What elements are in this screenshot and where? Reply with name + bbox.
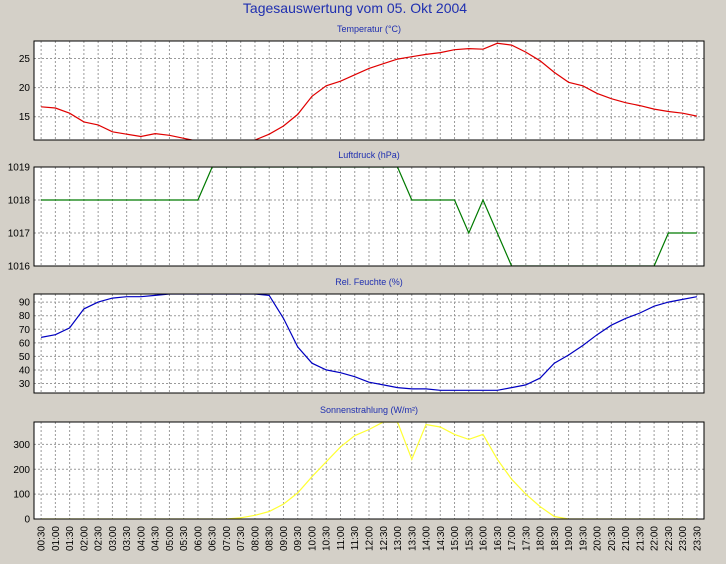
x-tick-label: 21:30 xyxy=(635,526,646,551)
x-tick-label: 03:00 xyxy=(108,526,119,551)
x-tick-label: 04:00 xyxy=(136,526,147,551)
x-tick-label: 08:30 xyxy=(265,526,276,551)
y-tick-label: 25 xyxy=(19,54,31,65)
x-tick-label: 07:30 xyxy=(236,526,247,551)
plot-frame xyxy=(33,421,705,520)
y-tick-label: 1016 xyxy=(8,262,31,273)
x-tick-label: 09:30 xyxy=(293,526,304,551)
series-line xyxy=(41,167,697,266)
chart-panels: Temperatur (°C) 15 20 25 Luftdruck (hPa) 1016… xyxy=(8,24,705,526)
x-tick-label: 13:30 xyxy=(407,526,418,551)
x-tick-label: 03:30 xyxy=(122,526,133,551)
y-tick-label: 200 xyxy=(13,465,30,476)
y-tick-label: 90 xyxy=(19,298,31,309)
chart-title: Rel. Feuchte (%) xyxy=(335,277,403,287)
x-axis: 00:30 01:00 01:30 02:00 02:30 03:00 03:30 04:00… xyxy=(37,526,704,551)
x-tick-label: 02:30 xyxy=(94,526,105,551)
x-tick-label: 04:30 xyxy=(151,526,162,551)
x-tick-label: 01:00 xyxy=(51,526,62,551)
y-tick-label: 1019 xyxy=(8,163,31,174)
x-tick-label: 12:00 xyxy=(365,526,376,551)
y-tick-label: 80 xyxy=(19,311,31,322)
chart-panel: Luftdruck (hPa) 1016 1017 1018 1019 xyxy=(8,150,705,273)
chart-panel: Temperatur (°C) 15 20 25 xyxy=(19,24,705,141)
y-tick-label: 15 xyxy=(19,112,31,123)
x-tick-label: 19:00 xyxy=(564,526,575,551)
x-tick-label: 17:00 xyxy=(507,526,518,551)
x-tick-label: 19:30 xyxy=(578,526,589,551)
x-tick-label: 11:00 xyxy=(336,526,347,551)
series-line xyxy=(40,294,698,391)
y-tick-label: 30 xyxy=(19,379,31,390)
x-tick-label: 17:30 xyxy=(521,526,532,551)
chart-panel: Sonnenstrahlung (W/m²) 0 100 200 300 xyxy=(13,405,705,526)
x-tick-label: 08:00 xyxy=(250,526,261,551)
x-tick-label: 20:00 xyxy=(593,526,604,551)
x-tick-label: 01:30 xyxy=(65,526,76,551)
x-tick-label: 00:30 xyxy=(37,526,48,551)
x-tick-label: 21:00 xyxy=(621,526,632,551)
x-tick-label: 20:30 xyxy=(607,526,618,551)
x-tick-label: 16:30 xyxy=(493,526,504,551)
chart-title: Temperatur (°C) xyxy=(337,24,401,34)
x-tick-label: 23:30 xyxy=(692,526,703,551)
page-title: Tagesauswertung vom 05. Okt 2004 xyxy=(243,0,467,16)
y-tick-label: 1017 xyxy=(8,229,31,240)
x-tick-label: 02:00 xyxy=(79,526,90,551)
plot-frame xyxy=(33,166,705,267)
y-tick-label: 300 xyxy=(13,440,30,451)
x-tick-label: 18:00 xyxy=(536,526,547,551)
x-tick-label: 23:00 xyxy=(678,526,689,551)
y-tick-label: 70 xyxy=(19,325,31,336)
y-tick-label: 1018 xyxy=(8,196,31,207)
y-tick-label: 0 xyxy=(24,515,30,526)
chart-title: Sonnenstrahlung (W/m²) xyxy=(320,405,418,415)
x-tick-label: 22:00 xyxy=(650,526,661,551)
x-tick-label: 13:00 xyxy=(393,526,404,551)
x-tick-label: 09:00 xyxy=(279,526,290,551)
series-line xyxy=(41,42,698,140)
x-tick-label: 10:00 xyxy=(307,526,318,551)
plot-frame xyxy=(33,40,705,141)
x-tick-label: 12:30 xyxy=(379,526,390,551)
chart-panel: Rel. Feuchte (%) 30 40 50 60 70 80 90 xyxy=(19,277,705,394)
x-tick-label: 05:30 xyxy=(179,526,190,551)
x-tick-label: 14:30 xyxy=(436,526,447,551)
x-tick-label: 05:00 xyxy=(165,526,176,551)
plot-frame xyxy=(33,293,705,394)
x-tick-label: 11:30 xyxy=(350,526,361,551)
x-tick-label: 10:30 xyxy=(322,526,333,551)
y-tick-label: 20 xyxy=(19,83,31,94)
x-tick-label: 15:30 xyxy=(464,526,475,551)
chart-title: Luftdruck (hPa) xyxy=(338,150,400,160)
x-tick-label: 22:30 xyxy=(664,526,675,551)
series-line xyxy=(41,422,697,519)
y-tick-label: 40 xyxy=(19,365,31,376)
x-tick-label: 18:30 xyxy=(550,526,561,551)
x-tick-label: 16:00 xyxy=(479,526,490,551)
x-tick-label: 06:30 xyxy=(208,526,219,551)
x-tick-label: 07:00 xyxy=(222,526,233,551)
x-tick-label: 06:00 xyxy=(193,526,204,551)
y-tick-label: 60 xyxy=(19,338,31,349)
x-tick-label: 14:00 xyxy=(422,526,433,551)
x-tick-label: 15:00 xyxy=(450,526,461,551)
y-tick-label: 100 xyxy=(13,490,30,501)
y-tick-label: 50 xyxy=(19,352,31,363)
